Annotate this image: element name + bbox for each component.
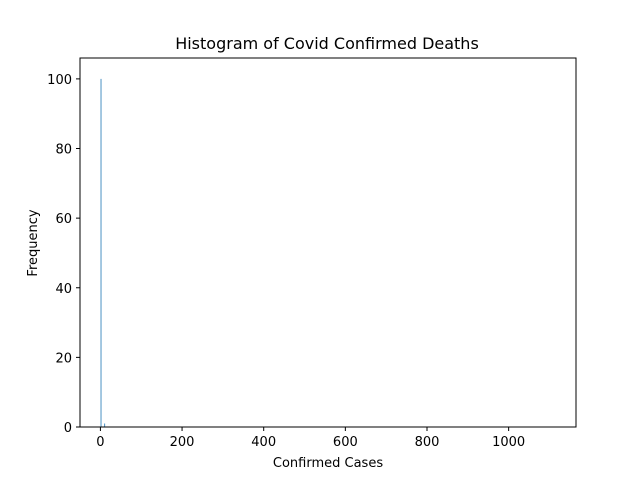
x-tick-label: 600 bbox=[333, 435, 358, 450]
y-tick-label: 40 bbox=[55, 282, 72, 297]
x-tick-label: 200 bbox=[170, 435, 195, 450]
histogram-bar-0 bbox=[100, 78, 102, 428]
x-axis-label: Confirmed Cases bbox=[273, 456, 383, 471]
x-axis-ticks: 0 200 400 600 800 1000 bbox=[96, 427, 525, 450]
y-tick-label: 20 bbox=[55, 351, 72, 366]
y-axis-ticks: 0 20 40 60 80 100 bbox=[47, 73, 80, 436]
chart-title: Histogram of Covid Confirmed Deaths bbox=[175, 34, 479, 53]
x-tick-label: 400 bbox=[251, 435, 276, 450]
y-tick-label: 60 bbox=[55, 212, 72, 227]
x-tick-label: 800 bbox=[415, 435, 440, 450]
y-tick-label: 80 bbox=[55, 143, 72, 158]
y-tick-label: 100 bbox=[47, 73, 72, 88]
x-tick-label: 0 bbox=[96, 435, 104, 450]
plot-frame bbox=[79, 57, 577, 428]
y-tick-label: 0 bbox=[64, 421, 72, 436]
x-tick-label: 1000 bbox=[492, 435, 525, 450]
y-axis-label: Frequency bbox=[26, 209, 41, 276]
histogram-bar-1 bbox=[104, 423, 106, 427]
bars-group bbox=[100, 78, 106, 428]
